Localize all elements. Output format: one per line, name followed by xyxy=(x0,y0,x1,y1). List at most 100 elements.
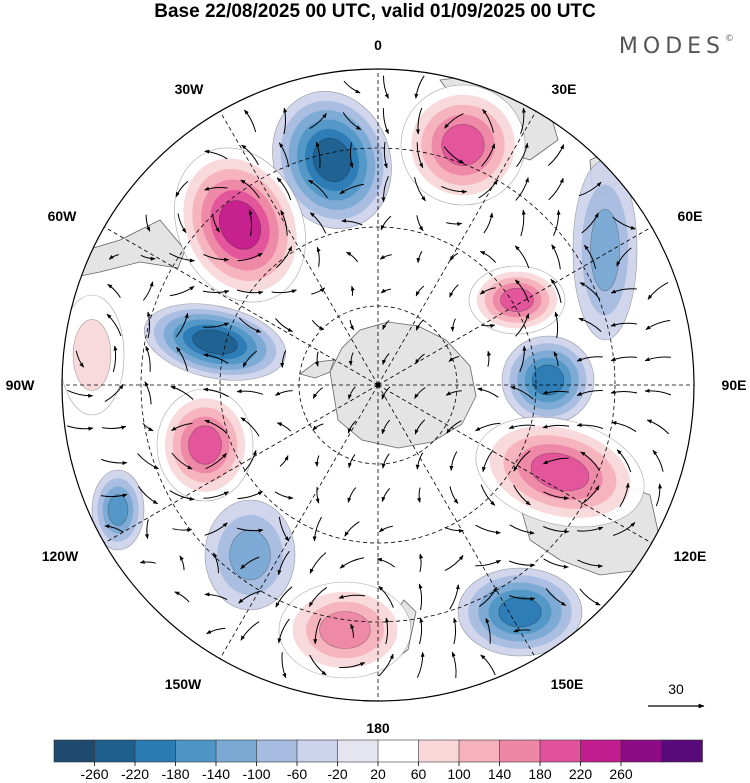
wind-vector xyxy=(144,519,149,540)
wind-vector xyxy=(275,318,293,332)
wind-vector xyxy=(381,386,391,400)
wind-vector xyxy=(204,186,228,191)
wind-vector xyxy=(240,417,260,437)
wind-vector xyxy=(145,214,151,232)
wind-vector xyxy=(280,209,288,236)
wind-vector xyxy=(204,592,228,601)
colorbar-segment xyxy=(580,739,622,763)
wind-vector xyxy=(553,351,559,367)
wind-vector xyxy=(419,617,424,645)
wind-vector xyxy=(242,350,258,368)
wind-vector xyxy=(280,350,287,368)
wind-vector xyxy=(509,524,535,535)
latitude-circle-3 xyxy=(140,147,616,623)
wind-vector xyxy=(577,526,604,532)
wind-vector xyxy=(508,424,535,429)
wind-vector xyxy=(415,285,425,297)
wind-vector xyxy=(443,146,465,164)
lon-label-30w: 30W xyxy=(175,81,205,97)
wind-vector xyxy=(100,458,128,466)
wind-vector xyxy=(75,350,85,368)
wind-vector xyxy=(576,389,603,396)
south-pole-marker xyxy=(375,382,381,388)
wind-vector xyxy=(348,352,354,366)
wind-vector xyxy=(66,425,94,431)
wind-vector xyxy=(449,451,458,471)
wind-vector xyxy=(545,588,567,606)
wind-vector xyxy=(450,318,456,332)
colorbar-tick-label: 140 xyxy=(488,766,512,782)
wind-vector xyxy=(479,250,497,263)
colorbar-segment xyxy=(539,739,582,763)
wind-vector xyxy=(610,356,637,362)
wind-vector xyxy=(520,209,526,237)
wind-vector xyxy=(619,482,630,508)
wind-vector xyxy=(379,254,392,260)
colorbar-tick-label: -140 xyxy=(202,766,230,782)
wind-vector xyxy=(142,422,154,432)
wind-vector xyxy=(548,177,564,201)
wind-vector xyxy=(378,585,394,608)
lon-label-120e: 120E xyxy=(674,548,707,564)
wind-vector xyxy=(580,485,600,505)
wind-vector xyxy=(139,559,156,564)
wind-vector xyxy=(487,350,492,367)
wind-vector xyxy=(416,251,423,264)
wind-vector xyxy=(276,245,293,268)
wind-vector xyxy=(104,383,124,403)
wind-vector xyxy=(475,559,502,567)
wind-vector xyxy=(519,345,527,372)
wind-vector xyxy=(309,552,327,574)
wind-vector xyxy=(204,522,228,536)
wind-vector xyxy=(485,617,491,644)
wind-vector xyxy=(279,455,289,467)
anomaly-contour-blue-tasman xyxy=(498,596,542,628)
colorbar-tick-label: 260 xyxy=(609,766,633,782)
wind-vector xyxy=(414,419,426,435)
wind-vector xyxy=(554,311,559,339)
wind-vector xyxy=(137,486,159,505)
colorbar xyxy=(53,739,703,763)
colorbar-tick-label: -20 xyxy=(327,766,347,782)
map-boundary xyxy=(61,68,695,702)
wind-vector xyxy=(483,212,494,234)
meridian-line xyxy=(219,111,379,386)
wind-vector xyxy=(145,345,151,372)
wind-vector xyxy=(274,491,294,500)
wind-vector xyxy=(278,142,290,168)
wind-vector xyxy=(102,425,127,430)
wind-vector xyxy=(278,516,290,542)
wind-vector xyxy=(449,284,459,298)
wind-vector xyxy=(343,80,361,94)
wind-vector xyxy=(647,282,669,300)
wind-vector xyxy=(206,627,226,635)
meridian-line xyxy=(219,384,379,659)
wind-vector xyxy=(579,282,601,300)
wind-vector xyxy=(171,452,193,470)
wind-vector xyxy=(277,550,290,576)
colorbar-segment xyxy=(620,739,663,763)
wind-vector xyxy=(542,390,570,395)
wind-vector xyxy=(576,356,603,362)
wind-vector xyxy=(176,312,189,338)
colorbar-segment xyxy=(296,739,339,763)
lon-label-0: 0 xyxy=(374,37,382,53)
wind-vector xyxy=(520,107,526,135)
wind-vector xyxy=(578,317,602,332)
wind-vector xyxy=(316,246,321,267)
colorbar-segment xyxy=(134,739,177,763)
wind-vector xyxy=(312,516,323,542)
wind-vector xyxy=(314,455,320,467)
wind-vector xyxy=(480,484,496,506)
wind-vector xyxy=(516,142,529,168)
colorbar-ticks: -260 -220 -180 -140 -100 -60 -20 20 60 100 140 180 2… xyxy=(80,762,633,782)
wind-vector xyxy=(237,252,263,262)
wind-vector xyxy=(240,556,260,570)
wind-vector xyxy=(382,320,390,330)
wind-vector xyxy=(480,654,496,676)
wind-vector xyxy=(381,419,391,435)
wind-vector xyxy=(481,143,496,167)
wind-vector xyxy=(308,179,328,199)
antarctic-peninsula-land xyxy=(299,359,335,379)
